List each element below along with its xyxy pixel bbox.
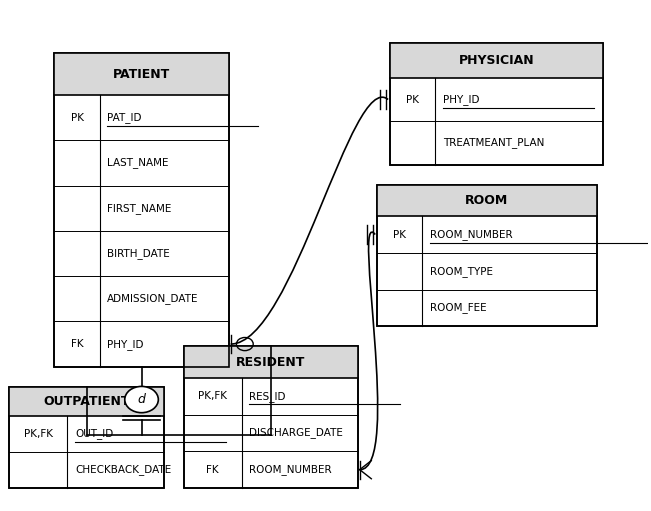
Bar — [390, 43, 603, 78]
Text: ROOM_FEE: ROOM_FEE — [430, 303, 487, 313]
Bar — [55, 53, 229, 95]
Text: DISCHARGE_DATE: DISCHARGE_DATE — [249, 428, 343, 438]
Bar — [184, 346, 358, 488]
Bar — [55, 53, 229, 367]
Text: FK: FK — [206, 464, 219, 475]
Text: FIRST_NAME: FIRST_NAME — [107, 203, 172, 214]
Text: BIRTH_DATE: BIRTH_DATE — [107, 248, 170, 259]
Text: PATIENT: PATIENT — [113, 68, 170, 81]
Text: OUTPATIENT: OUTPATIENT — [44, 395, 130, 408]
Text: TREATMEANT_PLAN: TREATMEANT_PLAN — [443, 137, 544, 148]
Text: PK,FK: PK,FK — [24, 429, 53, 439]
Bar — [184, 346, 358, 488]
Text: ADMISSION_DATE: ADMISSION_DATE — [107, 293, 199, 304]
Text: PHY_ID: PHY_ID — [443, 94, 480, 105]
Text: PK: PK — [393, 229, 406, 240]
Text: FK: FK — [71, 339, 83, 349]
Text: ROOM_TYPE: ROOM_TYPE — [430, 266, 493, 276]
Bar — [390, 43, 603, 165]
Bar — [377, 185, 596, 326]
Text: RESIDENT: RESIDENT — [236, 356, 305, 369]
Text: d: d — [137, 393, 145, 406]
Text: PHYSICIAN: PHYSICIAN — [459, 54, 534, 67]
Bar — [9, 387, 164, 488]
Bar — [184, 346, 358, 378]
Text: PAT_ID: PAT_ID — [107, 112, 142, 123]
Text: OUT_ID: OUT_ID — [75, 428, 113, 439]
Text: ROOM_NUMBER: ROOM_NUMBER — [249, 464, 332, 475]
Text: ROOM_NUMBER: ROOM_NUMBER — [430, 229, 513, 240]
Text: RES_ID: RES_ID — [249, 391, 286, 402]
Text: PK: PK — [70, 113, 83, 123]
Text: PHY_ID: PHY_ID — [107, 339, 144, 350]
Bar — [377, 185, 596, 216]
Circle shape — [125, 386, 158, 413]
Bar — [377, 185, 596, 326]
Text: PK,FK: PK,FK — [198, 391, 227, 401]
Text: LAST_NAME: LAST_NAME — [107, 157, 169, 169]
Bar — [9, 387, 164, 488]
Bar — [390, 43, 603, 165]
Bar — [55, 53, 229, 367]
Text: CHECKBACK_DATE: CHECKBACK_DATE — [75, 464, 171, 475]
Bar — [9, 387, 164, 416]
Text: ROOM: ROOM — [465, 194, 508, 207]
Text: PK: PK — [406, 95, 419, 105]
